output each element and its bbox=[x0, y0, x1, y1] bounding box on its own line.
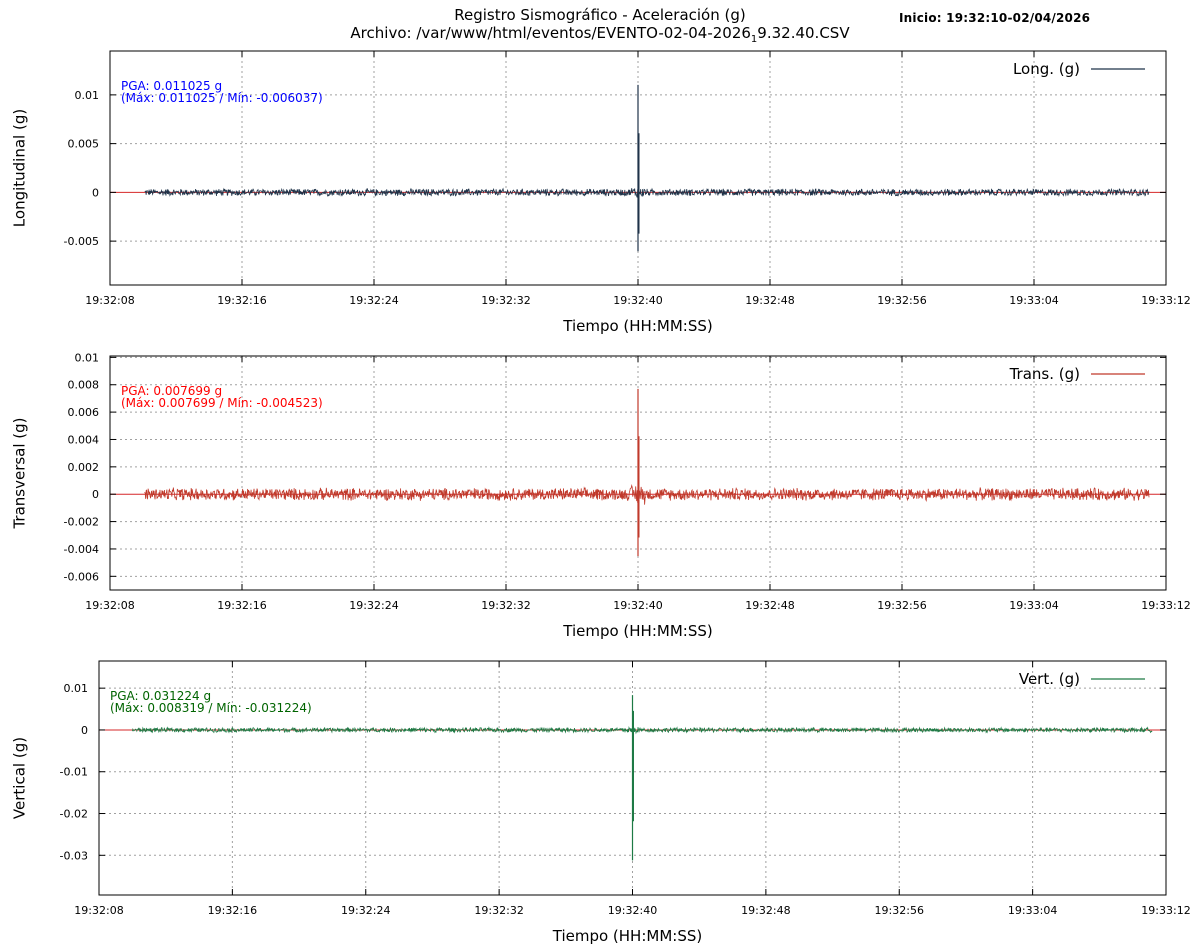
y-tick-label: -0.03 bbox=[60, 849, 88, 862]
x-tick-label: 19:32:24 bbox=[349, 294, 398, 307]
x-tick-label: 19:32:24 bbox=[349, 599, 398, 612]
y-tick-label: -0.01 bbox=[60, 766, 88, 779]
start-time-label: Inicio: 19:32:10-02/04/2026 bbox=[899, 11, 1091, 25]
x-axis-label: Tiempo (HH:MM:SS) bbox=[562, 622, 712, 640]
file-path-suffix: 9.32.40.CSV bbox=[757, 24, 850, 42]
y-tick-label: 0.006 bbox=[68, 406, 100, 419]
x-tick-label: 19:32:16 bbox=[208, 904, 257, 917]
signal-trace bbox=[144, 483, 1150, 505]
x-tick-label: 19:33:12 bbox=[1141, 904, 1190, 917]
y-axis-label: Longitudinal (g) bbox=[11, 109, 29, 227]
max-min-annotation: (Máx: 0.011025 / Mín: -0.006037) bbox=[121, 91, 323, 105]
chart-vert: -0.03 -0.02 -0.01 0 0.01 19:32:08 19:32:16 19:3… bbox=[11, 660, 1191, 945]
x-tick-label: 19:32:40 bbox=[608, 904, 657, 917]
y-tick-label: -0.004 bbox=[64, 543, 99, 556]
y-tick-label: -0.002 bbox=[64, 516, 99, 529]
max-min-annotation: (Máx: 0.008319 / Mín: -0.031224) bbox=[110, 701, 312, 715]
figure-title: Registro Sismográfico - Aceleración (g) bbox=[454, 6, 746, 24]
signal-trace bbox=[131, 726, 1153, 735]
legend-label: Long. (g) bbox=[1013, 60, 1080, 78]
x-axis-label: Tiempo (HH:MM:SS) bbox=[562, 317, 712, 335]
y-tick-label: 0.01 bbox=[75, 351, 100, 364]
y-tick-label: -0.006 bbox=[64, 570, 99, 583]
x-tick-label: 19:33:04 bbox=[1009, 294, 1058, 307]
file-path-subscript: 1 bbox=[750, 34, 758, 45]
x-tick-label: 19:32:32 bbox=[474, 904, 523, 917]
y-tick-label: -0.02 bbox=[60, 808, 88, 821]
x-tick-label: 19:33:04 bbox=[1008, 904, 1057, 917]
x-tick-label: 19:32:48 bbox=[741, 904, 790, 917]
x-tick-label: 19:33:12 bbox=[1141, 599, 1190, 612]
y-tick-label: 0.008 bbox=[68, 379, 100, 392]
pga-annotation: PGA: 0.011025 g bbox=[121, 79, 222, 93]
y-tick-label: 0 bbox=[92, 488, 99, 501]
signal-trace bbox=[144, 187, 1150, 198]
chart-trans: -0.006 -0.004 -0.002 0 0.002 0.004 0.006 0.008 0… bbox=[11, 351, 1191, 640]
x-tick-label: 19:33:12 bbox=[1141, 294, 1190, 307]
x-tick-label: 19:32:48 bbox=[745, 599, 794, 612]
x-tick-label: 19:32:16 bbox=[217, 599, 266, 612]
x-axis-label: Tiempo (HH:MM:SS) bbox=[552, 927, 702, 945]
x-tick-label: 19:32:32 bbox=[481, 294, 530, 307]
chart-long: -0.005 0 0.005 0.01 19:32:08 19:32:16 19:32:24… bbox=[11, 50, 1191, 335]
y-tick-label: 0.01 bbox=[64, 682, 89, 695]
x-tick-label: 19:32:08 bbox=[74, 904, 123, 917]
x-tick-label: 19:32:32 bbox=[481, 599, 530, 612]
x-tick-label: 19:32:08 bbox=[85, 599, 134, 612]
x-tick-label: 19:33:04 bbox=[1009, 599, 1058, 612]
y-tick-label: 0 bbox=[92, 186, 99, 199]
y-tick-label: -0.005 bbox=[64, 235, 99, 248]
x-tick-label: 19:32:40 bbox=[613, 599, 662, 612]
x-tick-label: 19:32:40 bbox=[613, 294, 662, 307]
legend-label: Trans. (g) bbox=[1009, 365, 1080, 383]
x-tick-label: 19:32:56 bbox=[877, 294, 926, 307]
file-path-text: Archivo: /var/www/html/eventos/EVENTO-02… bbox=[350, 24, 751, 42]
y-tick-label: 0 bbox=[81, 724, 88, 737]
y-tick-label: 0.01 bbox=[75, 89, 100, 102]
y-axis-label: Vertical (g) bbox=[11, 737, 29, 819]
figure-subtitle: Archivo: /var/www/html/eventos/EVENTO-02… bbox=[0, 24, 1200, 45]
x-tick-label: 19:32:56 bbox=[875, 904, 924, 917]
y-tick-label: 0.002 bbox=[68, 461, 100, 474]
y-tick-label: 0.005 bbox=[68, 138, 100, 151]
y-tick-label: 0.004 bbox=[68, 433, 100, 446]
x-tick-label: 19:32:16 bbox=[217, 294, 266, 307]
x-tick-label: 19:32:08 bbox=[85, 294, 134, 307]
pga-annotation: PGA: 0.031224 g bbox=[110, 689, 211, 703]
x-tick-label: 19:32:48 bbox=[745, 294, 794, 307]
y-axis-label: Transversal (g) bbox=[11, 417, 29, 529]
pga-annotation: PGA: 0.007699 g bbox=[121, 384, 222, 398]
legend-label: Vert. (g) bbox=[1019, 670, 1080, 688]
x-tick-label: 19:32:24 bbox=[341, 904, 390, 917]
x-tick-label: 19:32:56 bbox=[877, 599, 926, 612]
max-min-annotation: (Máx: 0.007699 / Mín: -0.004523) bbox=[121, 396, 323, 410]
